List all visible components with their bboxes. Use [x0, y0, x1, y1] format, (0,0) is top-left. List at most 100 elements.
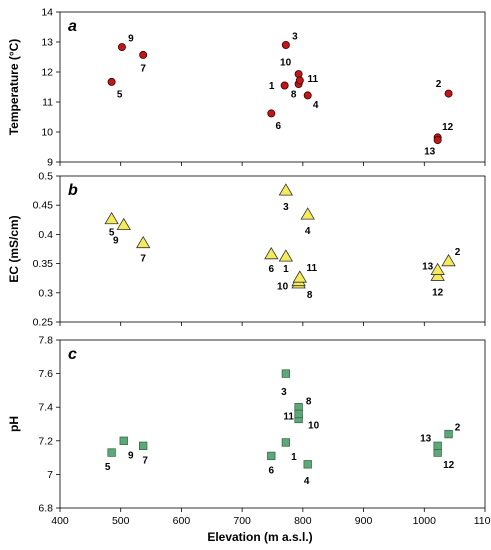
- point-label-13: 13: [422, 262, 434, 273]
- y-tick-label: 7.8: [38, 335, 53, 347]
- y-tick-label: 7: [47, 469, 53, 481]
- data-point-6: [264, 246, 279, 260]
- plot-frame: [59, 175, 486, 323]
- point-label-5: 5: [105, 462, 111, 473]
- point-label-3: 3: [281, 387, 287, 398]
- data-point-5: [107, 77, 116, 86]
- point-label-4: 4: [304, 476, 310, 487]
- x-tick-label: 500: [112, 515, 130, 527]
- data-point-3: [281, 41, 290, 50]
- point-label-11: 11: [308, 74, 319, 85]
- point-label-11: 11: [307, 263, 318, 274]
- data-point-7: [139, 441, 148, 450]
- y-axis-title: Temperature (°C): [7, 39, 21, 136]
- data-point-5: [107, 448, 116, 457]
- point-label-7: 7: [140, 254, 146, 265]
- data-point-9: [116, 217, 131, 231]
- data-point-2: [441, 253, 456, 267]
- point-label-13: 13: [424, 147, 436, 158]
- data-point-11: [292, 270, 308, 283]
- x-tick-label: 600: [173, 515, 191, 527]
- point-label-6: 6: [276, 121, 282, 132]
- data-point-9: [117, 43, 126, 52]
- data-point-3: [278, 183, 294, 196]
- y-tick-label: 10: [41, 127, 53, 139]
- point-label-11: 11: [283, 411, 294, 422]
- point-label-4: 4: [305, 226, 311, 237]
- x-tick-label: 800: [294, 515, 312, 527]
- data-point-6: [267, 451, 276, 461]
- panel-b: 0.250.30.350.40.450.5EC (mS/cm)b12345678…: [7, 171, 486, 329]
- data-point-3: [281, 369, 291, 378]
- data-point-7: [135, 235, 151, 249]
- data-point-7: [139, 50, 148, 59]
- y-tick-label: 0.25: [33, 317, 54, 329]
- point-label-9: 9: [128, 450, 134, 461]
- data-point-2: [444, 89, 453, 98]
- data-point-1: [278, 249, 294, 262]
- point-label-4: 4: [313, 100, 319, 111]
- data-point-1: [280, 81, 289, 90]
- point-label-2: 2: [436, 79, 442, 90]
- point-label-1: 1: [283, 264, 289, 275]
- point-label-8: 8: [291, 90, 297, 101]
- point-label-12: 12: [442, 122, 454, 133]
- data-point-4: [300, 207, 315, 220]
- plot-frame: [59, 11, 486, 163]
- point-label-10: 10: [308, 420, 320, 431]
- point-label-9: 9: [113, 236, 119, 247]
- y-tick-label: 0.5: [38, 171, 53, 183]
- data-point-2: [444, 429, 453, 439]
- plot-frame: [59, 339, 486, 509]
- x-tick-label: 1100: [474, 515, 491, 527]
- point-label-3: 3: [292, 32, 298, 43]
- point-label-8: 8: [307, 290, 313, 301]
- data-point-9: [119, 436, 128, 445]
- point-label-6: 6: [269, 465, 275, 476]
- y-tick-label: 0.35: [33, 258, 54, 270]
- data-point-11: [295, 76, 304, 85]
- y-tick-label: 9: [47, 157, 53, 169]
- y-tick-label: 0.4: [38, 229, 53, 241]
- point-label-8: 8: [306, 397, 312, 408]
- y-tick-label: 12: [41, 67, 53, 79]
- data-point-13: [433, 136, 442, 145]
- y-tick-label: 0.3: [38, 287, 53, 299]
- point-label-12: 12: [432, 287, 444, 298]
- point-label-7: 7: [142, 455, 148, 466]
- data-point-4: [303, 460, 312, 469]
- x-tick-label: 1000: [413, 515, 437, 527]
- point-label-2: 2: [455, 423, 461, 434]
- data-point-4: [303, 91, 312, 100]
- point-label-13: 13: [420, 433, 432, 444]
- point-label-3: 3: [283, 202, 289, 213]
- point-label-7: 7: [140, 63, 146, 74]
- y-axis-title: EC (mS/cm): [7, 215, 21, 282]
- y-tick-label: 11: [42, 97, 53, 109]
- y-tick-label: 13: [41, 37, 53, 49]
- y-tick-label: 0.45: [33, 200, 54, 212]
- point-label-10: 10: [280, 58, 292, 69]
- panel-letter: b: [68, 182, 78, 199]
- point-label-9: 9: [128, 34, 134, 45]
- point-label-5: 5: [109, 228, 115, 239]
- x-tick-label: 700: [233, 515, 251, 527]
- data-point-13: [433, 441, 442, 450]
- x-axis-title: Elevation (m a.s.l.): [207, 530, 312, 544]
- point-label-1: 1: [291, 452, 297, 463]
- y-axis-title: pH: [7, 416, 21, 432]
- y-tick-label: 7.2: [38, 435, 53, 447]
- point-label-1: 1: [269, 81, 275, 92]
- data-point-5: [104, 211, 119, 225]
- point-label-5: 5: [117, 89, 123, 100]
- point-label-2: 2: [455, 247, 461, 258]
- x-tick-label: 900: [355, 515, 373, 527]
- data-point-11: [294, 409, 303, 419]
- point-label-6: 6: [269, 264, 275, 275]
- panel-letter: c: [68, 346, 77, 363]
- point-label-12: 12: [443, 460, 455, 471]
- y-tick-label: 14: [41, 7, 53, 19]
